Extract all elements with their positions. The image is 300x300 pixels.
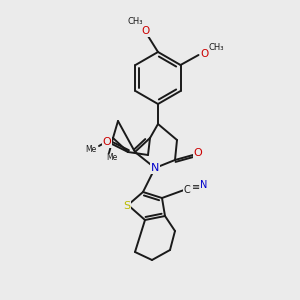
Text: Me: Me (85, 145, 97, 154)
Text: O: O (142, 26, 150, 36)
Text: O: O (194, 148, 202, 158)
Text: Me: Me (106, 154, 118, 163)
Text: CH₃: CH₃ (127, 17, 143, 26)
Text: N: N (200, 180, 208, 190)
Text: ≡: ≡ (192, 182, 200, 192)
Text: O: O (200, 49, 208, 59)
Text: C: C (184, 185, 190, 195)
Text: O: O (103, 137, 111, 147)
Text: S: S (123, 201, 130, 211)
Text: N: N (151, 163, 159, 173)
Text: CH₃: CH₃ (209, 43, 224, 52)
